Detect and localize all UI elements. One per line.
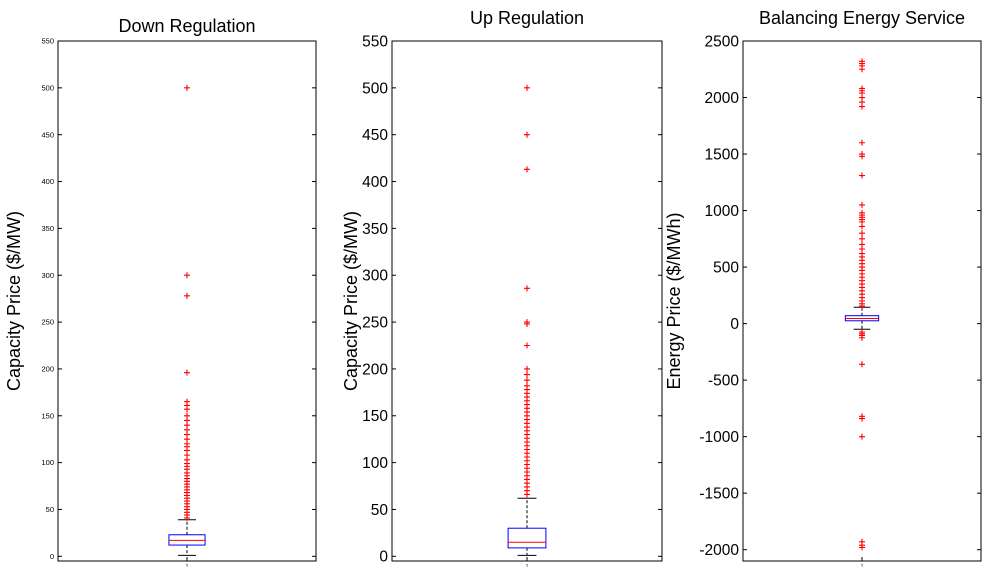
- x-tick-label: 1: [186, 564, 189, 567]
- outlier-point: [524, 342, 530, 349]
- chart-panel-1: Down Regulation Capacity Price ($/MW) 0 50 1…: [4, 16, 317, 567]
- chart-panel-3: Balancing Energy Service Energy Price ($/…: [664, 8, 982, 567]
- outlier-point: [524, 84, 530, 91]
- y-tick-label: 100: [41, 458, 54, 467]
- outlier-point: [184, 272, 190, 279]
- y-tick-label: 200: [41, 365, 54, 374]
- outlier-point: [184, 514, 190, 521]
- y-tick-label: 500: [713, 260, 739, 277]
- x-tick-label: 1: [861, 564, 864, 567]
- outlier-point: [859, 103, 865, 110]
- outlier-point: [859, 153, 865, 160]
- y-tick-label: 0: [379, 549, 388, 566]
- y-tick-label: 400: [362, 174, 388, 191]
- y-tick-label: 1500: [705, 146, 740, 163]
- outlier-point: [859, 544, 865, 551]
- y-tick-label: 500: [362, 80, 388, 97]
- y-tick-label: -2000: [699, 542, 739, 559]
- y-tick-label: 50: [46, 505, 54, 514]
- y-tick-label: 0: [50, 552, 54, 561]
- chart-title: Up Regulation: [470, 8, 584, 28]
- y-axis-label: Capacity Price ($/MW): [341, 211, 361, 391]
- y-tick-label: 150: [41, 411, 54, 420]
- outlier-point: [859, 361, 865, 368]
- outlier-point: [859, 201, 865, 208]
- y-tick-label: 350: [41, 224, 54, 233]
- outlier-point: [859, 139, 865, 146]
- y-tick-label: 100: [362, 455, 388, 472]
- y-tick-label: 300: [362, 268, 388, 285]
- outlier-point: [859, 172, 865, 179]
- y-tick-label: 0: [730, 316, 739, 333]
- y-tick-label: 500: [41, 83, 54, 92]
- y-axis-label: Energy Price ($/MWh): [664, 212, 684, 389]
- outlier-point: [859, 235, 865, 242]
- outlier-point: [859, 303, 865, 310]
- outlier-point: [524, 377, 530, 384]
- y-tick-label: 550: [362, 33, 388, 50]
- y-tick-label: -1500: [699, 486, 739, 503]
- outlier-point: [184, 406, 190, 413]
- outlier-point: [524, 491, 530, 498]
- y-tick-label: 250: [362, 315, 388, 332]
- y-tick-label: 200: [362, 361, 388, 378]
- outlier-point: [524, 371, 530, 378]
- outlier-point: [859, 433, 865, 440]
- y-tick-label: 50: [371, 502, 389, 519]
- y-tick-label: 400: [41, 177, 54, 186]
- outlier-point: [524, 320, 530, 327]
- outlier-point: [524, 285, 530, 292]
- y-tick-label: 350: [362, 221, 388, 238]
- outlier-point: [184, 84, 190, 91]
- chart-panel-2: Up Regulation Capacity Price ($/MW) 0 50 100…: [341, 8, 663, 567]
- iqr-box: [507, 527, 547, 549]
- outlier-point: [859, 66, 865, 73]
- outlier-point: [184, 292, 190, 299]
- y-tick-label: 450: [362, 127, 388, 144]
- y-tick-label: 450: [41, 130, 54, 139]
- outlier-point: [524, 365, 530, 372]
- outlier-point: [859, 334, 865, 341]
- chart-title: Down Regulation: [118, 16, 255, 36]
- y-tick-label: -1000: [699, 429, 739, 446]
- outlier-point: [524, 131, 530, 138]
- x-tick-label: 1: [526, 564, 529, 567]
- outlier-point: [524, 166, 530, 173]
- y-tick-label: 550: [41, 37, 54, 46]
- chart-title: Balancing Energy Service: [759, 8, 965, 28]
- y-tick-label: 1000: [705, 203, 740, 220]
- y-tick-label: 150: [362, 408, 388, 425]
- outlier-point: [859, 415, 865, 422]
- y-tick-label: -500: [708, 373, 739, 390]
- y-tick-label: 250: [41, 318, 54, 327]
- outlier-point: [184, 369, 190, 376]
- y-tick-label: 300: [41, 271, 54, 280]
- y-tick-label: 2000: [705, 90, 740, 107]
- y-axis-label: Capacity Price ($/MW): [4, 211, 24, 391]
- outlier-point: [859, 230, 865, 237]
- y-tick-label: 2500: [705, 33, 740, 50]
- outlier-point: [859, 223, 865, 230]
